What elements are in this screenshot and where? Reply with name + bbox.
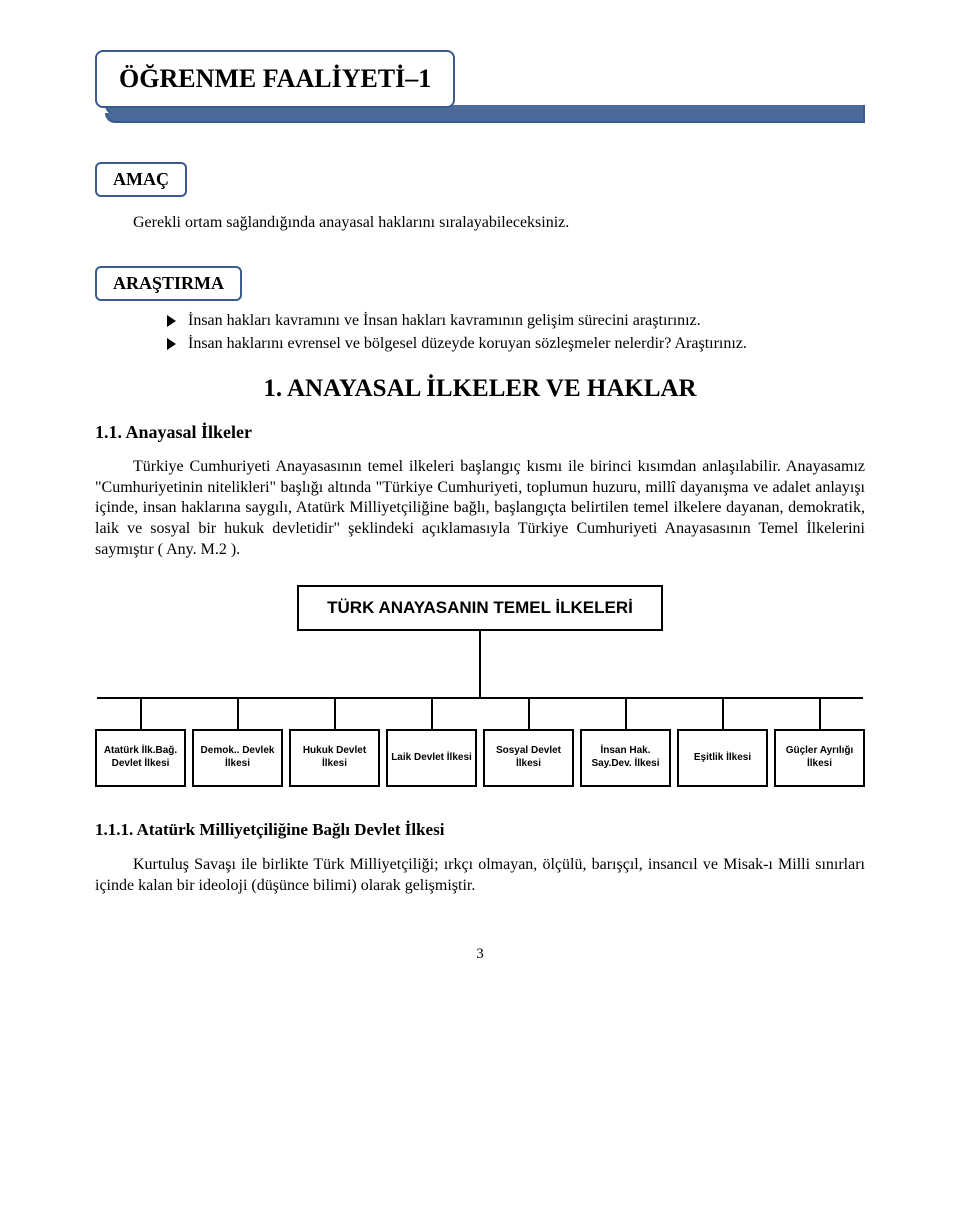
diagram-connector [625, 699, 627, 729]
diagram-nodes-row: Atatürk İlk.Bağ. Devlet İlkesi Demok.. D… [95, 699, 865, 787]
section-title: 1. ANAYASAL İLKELER VE HAKLAR [95, 373, 865, 406]
diagram-node: Sosyal Devlet İlkesi [483, 729, 574, 787]
diagram-connector [819, 699, 821, 729]
list-item: İnsan haklarını evrensel ve bölgesel düz… [167, 334, 865, 355]
diagram-cell: Atatürk İlk.Bağ. Devlet İlkesi [95, 699, 186, 787]
diagram-node: Demok.. Devlek İlkesi [192, 729, 283, 787]
diagram-node: Güçler Ayrılığı İlkesi [774, 729, 865, 787]
subsub-paragraph: Kurtuluş Savaşı ile birlikte Türk Milliy… [95, 855, 865, 897]
diagram-connector [237, 699, 239, 729]
subsubsection-title: 1.1.1. Atatürk Milliyetçiliğine Bağlı De… [95, 819, 865, 841]
document-page: ÖĞRENME FAALİYETİ–1 AMAÇ Gerekli ortam s… [0, 0, 960, 1004]
diagram-connector [722, 699, 724, 729]
diagram-node: Hukuk Devlet İlkesi [289, 729, 380, 787]
arastirma-label: ARAŞTIRMA [95, 266, 242, 301]
amac-label: AMAÇ [95, 162, 187, 197]
activity-title: ÖĞRENME FAALİYETİ–1 [95, 50, 455, 108]
diagram-node: İnsan Hak. Say.Dev. İlkesi [580, 729, 671, 787]
activity-banner: ÖĞRENME FAALİYETİ–1 [95, 50, 865, 108]
diagram-connector [334, 699, 336, 729]
banner-stripe [105, 113, 865, 123]
diagram-cell: Demok.. Devlek İlkesi [192, 699, 283, 787]
diagram-cell: Hukuk Devlet İlkesi [289, 699, 380, 787]
amac-text: Gerekli ortam sağlandığında anayasal hak… [95, 213, 865, 234]
diagram-node: Laik Devlet İlkesi [386, 729, 477, 787]
arrow-icon [167, 315, 176, 327]
diagram-connector [140, 699, 142, 729]
principles-diagram: TÜRK ANAYASANIN TEMEL İLKELERİ Atatürk İ… [95, 585, 865, 787]
diagram-cell: Laik Devlet İlkesi [386, 699, 477, 787]
arrow-icon [167, 338, 176, 350]
diagram-cell: Güçler Ayrılığı İlkesi [774, 699, 865, 787]
subsection-title: 1.1. Anayasal İlkeler [95, 421, 865, 444]
diagram-cell: Sosyal Devlet İlkesi [483, 699, 574, 787]
bullet-text: İnsan hakları kavramını ve İnsan hakları… [188, 311, 865, 332]
bullet-text: İnsan haklarını evrensel ve bölgesel düz… [188, 334, 865, 355]
list-item: İnsan hakları kavramını ve İnsan hakları… [167, 311, 865, 332]
diagram-connector [431, 699, 433, 729]
arastirma-list: İnsan hakları kavramını ve İnsan hakları… [167, 311, 865, 355]
diagram-hline [97, 697, 863, 699]
diagram-node: Eşitlik İlkesi [677, 729, 768, 787]
page-number: 3 [95, 945, 865, 965]
diagram-node: Atatürk İlk.Bağ. Devlet İlkesi [95, 729, 186, 787]
diagram-title: TÜRK ANAYASANIN TEMEL İLKELERİ [297, 585, 663, 631]
diagram-cell: Eşitlik İlkesi [677, 699, 768, 787]
diagram-connector [528, 699, 530, 729]
section-paragraph: Türkiye Cumhuriyeti Anayasasının temel i… [95, 457, 865, 561]
diagram-cell: İnsan Hak. Say.Dev. İlkesi [580, 699, 671, 787]
diagram-connector [479, 631, 481, 697]
